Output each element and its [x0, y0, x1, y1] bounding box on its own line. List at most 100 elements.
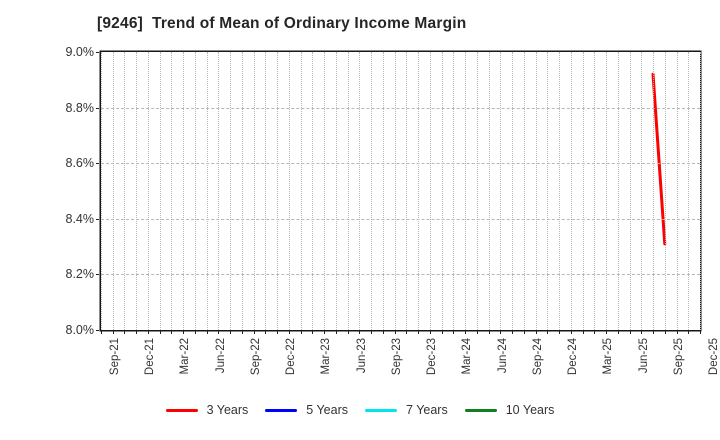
vertical-gridline: [371, 52, 373, 330]
series-lines: [101, 52, 700, 330]
vertical-gridline: [230, 52, 232, 330]
x-axis-label: Dec-23: [426, 338, 439, 376]
vertical-gridline: [265, 52, 267, 330]
x-tick-mark: [347, 331, 349, 334]
x-tick-mark: [512, 331, 514, 334]
legend-item-10-years: 10 Years: [464, 403, 555, 417]
vertical-gridline: [312, 52, 314, 330]
x-axis-label: Jun-22: [214, 338, 227, 374]
legend-item-3-years: 3 Years: [165, 403, 248, 417]
vertical-gridline: [218, 52, 220, 330]
x-tick-mark: [641, 331, 643, 334]
vertical-gridline: [288, 52, 290, 330]
y-axis-label: 8.6%: [65, 156, 95, 171]
vertical-gridline: [606, 52, 608, 330]
legend: 3 Years 5 Years 7 Years 10 Years: [0, 403, 720, 417]
x-tick-mark: [547, 331, 549, 334]
x-axis-label: Mar-23: [320, 338, 333, 375]
vertical-gridline: [582, 52, 584, 330]
vertical-gridline: [394, 52, 396, 330]
vertical-gridline: [406, 52, 408, 330]
x-tick-mark: [359, 331, 361, 334]
x-axis-label: Sep-24: [531, 338, 544, 376]
x-tick-mark: [101, 331, 102, 334]
x-axis-label: Dec-25: [708, 338, 720, 376]
vertical-gridline: [300, 52, 302, 330]
vertical-gridline: [570, 52, 572, 330]
x-axis-label: Mar-25: [602, 338, 615, 375]
x-tick-mark: [582, 331, 584, 334]
x-tick-mark: [418, 331, 420, 334]
x-tick-mark: [476, 331, 478, 334]
vertical-gridline: [277, 52, 279, 330]
x-tick-mark: [171, 331, 173, 334]
vertical-gridline: [700, 52, 701, 330]
vertical-gridline: [335, 52, 337, 330]
x-tick-mark: [371, 331, 373, 334]
x-tick-mark: [136, 331, 138, 334]
vertical-gridline: [324, 52, 326, 330]
legend-label-5-years: 5 Years: [306, 403, 349, 417]
vertical-gridline: [523, 52, 525, 330]
horizontal-gridline: [101, 274, 700, 276]
y-axis-label: 8.2%: [65, 267, 95, 282]
vertical-gridline: [418, 52, 420, 330]
x-tick-mark: [688, 331, 690, 334]
vertical-gridline: [382, 52, 384, 330]
vertical-gridline: [653, 52, 655, 330]
vertical-gridline: [453, 52, 455, 330]
y-axis-label: 8.8%: [65, 100, 95, 115]
x-tick-mark: [312, 331, 314, 334]
vertical-gridline: [535, 52, 537, 330]
x-tick-mark: [406, 331, 408, 334]
vertical-gridline: [124, 52, 126, 330]
x-tick-mark: [441, 331, 443, 334]
x-tick-mark: [629, 331, 631, 334]
legend-swatch-10-years: [464, 408, 497, 412]
vertical-gridline: [159, 52, 161, 330]
x-tick-mark: [277, 331, 279, 334]
x-tick-mark: [218, 331, 220, 334]
vertical-gridline: [359, 52, 361, 330]
x-tick-mark: [300, 331, 302, 334]
x-tick-mark: [324, 331, 326, 334]
x-tick-mark: [382, 331, 384, 334]
x-tick-mark: [653, 331, 655, 334]
vertical-gridline: [512, 52, 514, 330]
horizontal-gridline: [101, 163, 700, 165]
x-tick-mark: [559, 331, 561, 334]
vertical-gridline: [465, 52, 467, 330]
x-tick-mark: [288, 331, 290, 334]
x-tick-mark: [253, 331, 255, 334]
vertical-gridline: [183, 52, 185, 330]
x-tick-mark: [700, 331, 701, 334]
vertical-gridline: [488, 52, 490, 330]
vertical-gridline: [253, 52, 255, 330]
y-axis-label: 8.0%: [65, 323, 95, 337]
vertical-gridline: [664, 52, 666, 330]
x-tick-mark: [335, 331, 337, 334]
plot-area: [101, 52, 701, 330]
horizontal-gridline: [101, 218, 700, 220]
y-tick-mark: [96, 218, 99, 220]
chart-title: [9246] Trend of Mean of Ordinary Income …: [97, 15, 467, 32]
x-axis-label: Sep-22: [249, 338, 262, 376]
x-axis-label: Dec-21: [144, 338, 157, 376]
x-axis-label: Mar-22: [179, 338, 192, 375]
x-tick-mark: [394, 331, 396, 334]
y-tick-mark: [96, 274, 99, 276]
legend-label-7-years: 7 Years: [406, 403, 448, 417]
x-tick-mark: [500, 331, 502, 334]
x-tick-mark: [124, 331, 126, 334]
legend-swatch-3-years: [165, 408, 198, 412]
vertical-gridline: [206, 52, 208, 330]
x-axis-label: Dec-24: [567, 338, 580, 376]
x-tick-mark: [183, 331, 185, 334]
vertical-gridline: [500, 52, 502, 330]
legend-swatch-7-years: [365, 408, 398, 412]
y-tick-mark: [96, 163, 99, 165]
vertical-gridline: [676, 52, 678, 330]
vertical-gridline: [147, 52, 149, 330]
vertical-gridline: [617, 52, 619, 330]
legend-label-10-years: 10 Years: [505, 403, 555, 417]
